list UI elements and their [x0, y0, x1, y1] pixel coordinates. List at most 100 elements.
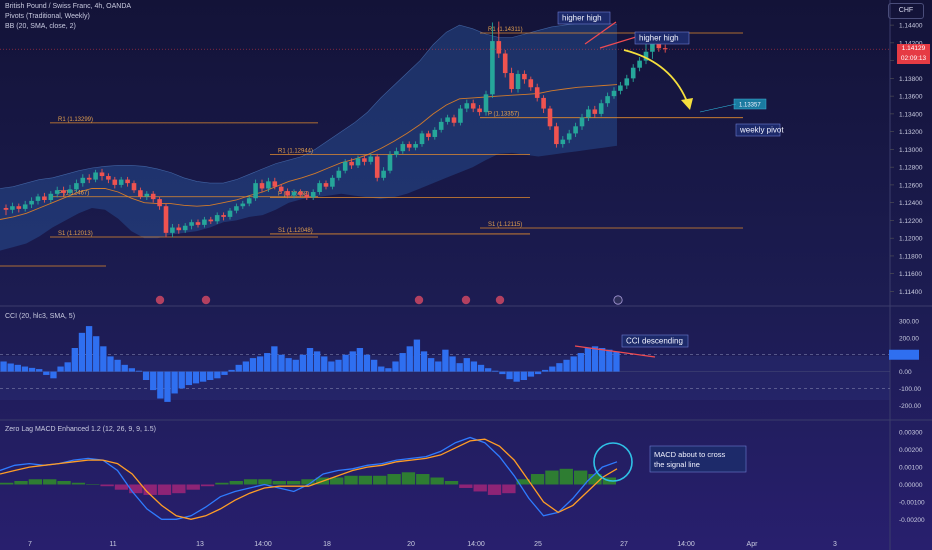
- macd-histogram-bar: [215, 482, 229, 485]
- cci-bar: [14, 364, 21, 372]
- cci-bar: [542, 369, 549, 372]
- x-tick-label: 3: [833, 541, 837, 548]
- candle-body: [656, 42, 662, 49]
- candle-body: [42, 196, 47, 201]
- candle-body: [554, 126, 559, 145]
- candle-body: [214, 215, 220, 222]
- cci-title: CCI (20, hlc3, SMA, 5): [5, 313, 76, 320]
- candle-body: [650, 42, 655, 52]
- macd-histogram-bar: [358, 475, 373, 485]
- candle-body: [317, 183, 322, 193]
- candle-body: [138, 190, 143, 197]
- cci-bar: [221, 371, 228, 375]
- candle-body: [202, 219, 207, 225]
- candle-body: [259, 183, 265, 189]
- price-tag-countdown: 02:09:13: [900, 55, 927, 63]
- macd-line: [0, 436, 618, 520]
- macd-histogram-bar: [143, 484, 157, 495]
- cci-bar: [599, 348, 606, 372]
- cci-bar: [335, 359, 342, 372]
- currency-badge[interactable]: CHF: [888, 3, 924, 19]
- candle-body: [29, 200, 34, 205]
- candle-body: [362, 158, 367, 162]
- y-tick-label: 1.12600: [899, 182, 923, 189]
- x-tick-label: 7: [28, 541, 32, 548]
- candle-body: [579, 117, 585, 127]
- candle-body: [605, 96, 610, 104]
- macd-histogram-bar: [401, 472, 416, 485]
- candle-body: [483, 94, 489, 113]
- event-marker-icon: [155, 295, 165, 305]
- cci-bar: [527, 371, 535, 377]
- macd-tick-label: 0.00200: [899, 447, 923, 454]
- cci-bar: [492, 370, 499, 372]
- candle-body: [522, 73, 527, 80]
- cci-bar: [378, 366, 385, 372]
- cci-bar: [107, 356, 114, 372]
- candle-body: [48, 193, 54, 201]
- macd-histogram-bar: [100, 484, 114, 487]
- cci-bar: [264, 353, 271, 372]
- cci-bar: [185, 371, 193, 386]
- candle-body: [3, 207, 9, 210]
- event-marker-icon: [613, 295, 623, 305]
- macd-histogram-bar: [416, 474, 430, 485]
- cci-bar: [520, 371, 527, 380]
- candle-body: [400, 144, 406, 152]
- cci-bar: [142, 371, 150, 380]
- cci-bar: [392, 361, 399, 372]
- cci-bar: [157, 371, 164, 399]
- cci-bar: [114, 359, 121, 372]
- macd-histogram-bar: [114, 484, 129, 490]
- candle-body: [470, 103, 476, 109]
- cci-bar: [235, 364, 242, 372]
- cci-bar: [534, 371, 542, 375]
- candle-body: [118, 179, 124, 185]
- macd-histogram-bar: [243, 479, 258, 485]
- y-tick-label: 1.12400: [899, 200, 923, 207]
- candle-body: [560, 139, 566, 145]
- cci-descending-label-box: [621, 334, 689, 348]
- y-tick-label: 1.11800: [899, 253, 922, 260]
- candle-body: [240, 203, 246, 207]
- candle-body: [618, 85, 623, 91]
- cci-bar: [242, 361, 250, 372]
- signal-line: [0, 438, 618, 520]
- pivot-label: P (1.12467): [58, 191, 89, 197]
- x-tick-label: 11: [109, 541, 116, 548]
- cci-tick-label: 200.00: [899, 335, 919, 342]
- cci-bar: [207, 371, 214, 380]
- macd-tick-label: -0.00100: [899, 499, 925, 506]
- cci-bar: [0, 361, 7, 372]
- cci-bar: [463, 358, 470, 372]
- candle-body: [176, 227, 182, 231]
- candle-body: [170, 227, 175, 233]
- macd-histogram-bar: [14, 481, 28, 485]
- candle-body: [330, 177, 335, 187]
- macd-histogram-bar: [0, 482, 14, 485]
- macd-histogram-bar: [286, 481, 301, 485]
- cci-bar: [349, 351, 356, 372]
- candle-body: [598, 103, 604, 114]
- candle-body: [253, 183, 258, 199]
- cci-bar: [214, 371, 221, 379]
- y-tick-label: 1.12000: [899, 236, 923, 243]
- macd-histogram-bar: [57, 481, 71, 485]
- projection-tag: 1.13357: [739, 103, 761, 109]
- cci-bar: [150, 371, 157, 391]
- cci-bar: [427, 358, 435, 372]
- macd-histogram-bar: [272, 481, 286, 485]
- candle-body: [643, 51, 649, 61]
- cci-bar: [178, 371, 185, 389]
- macd-histogram-bar: [43, 479, 57, 485]
- candle-body: [534, 87, 540, 98]
- cci-tick-label: 0.00: [899, 369, 912, 376]
- price-tag: 1.14129 02:09:13: [897, 44, 930, 65]
- macd-tick-label: 0.00300: [899, 430, 923, 437]
- candle-body: [368, 156, 374, 162]
- candle-body: [509, 73, 514, 90]
- candle-body: [374, 156, 380, 178]
- y-tick-label: 1.11400: [899, 289, 922, 296]
